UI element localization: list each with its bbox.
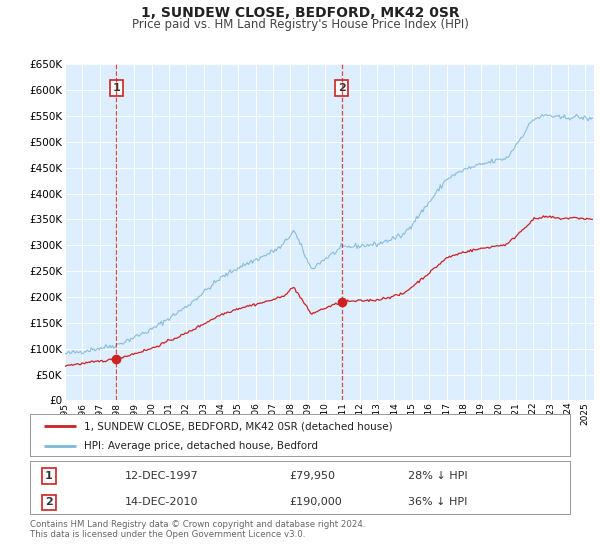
Text: Price paid vs. HM Land Registry's House Price Index (HPI): Price paid vs. HM Land Registry's House …: [131, 18, 469, 31]
Text: 2: 2: [338, 83, 346, 93]
Text: 14-DEC-2010: 14-DEC-2010: [125, 497, 198, 507]
Text: 2: 2: [45, 497, 53, 507]
Text: 1, SUNDEW CLOSE, BEDFORD, MK42 0SR: 1, SUNDEW CLOSE, BEDFORD, MK42 0SR: [140, 6, 460, 20]
Text: 1: 1: [45, 471, 53, 481]
Text: 1: 1: [112, 83, 120, 93]
Text: HPI: Average price, detached house, Bedford: HPI: Average price, detached house, Bedf…: [84, 441, 318, 451]
Text: 36% ↓ HPI: 36% ↓ HPI: [408, 497, 467, 507]
Text: £190,000: £190,000: [289, 497, 342, 507]
Text: 28% ↓ HPI: 28% ↓ HPI: [408, 471, 467, 481]
Text: 12-DEC-1997: 12-DEC-1997: [125, 471, 198, 481]
Text: Contains HM Land Registry data © Crown copyright and database right 2024.
This d: Contains HM Land Registry data © Crown c…: [30, 520, 365, 539]
Text: £79,950: £79,950: [289, 471, 335, 481]
Text: 1, SUNDEW CLOSE, BEDFORD, MK42 0SR (detached house): 1, SUNDEW CLOSE, BEDFORD, MK42 0SR (deta…: [84, 421, 392, 431]
